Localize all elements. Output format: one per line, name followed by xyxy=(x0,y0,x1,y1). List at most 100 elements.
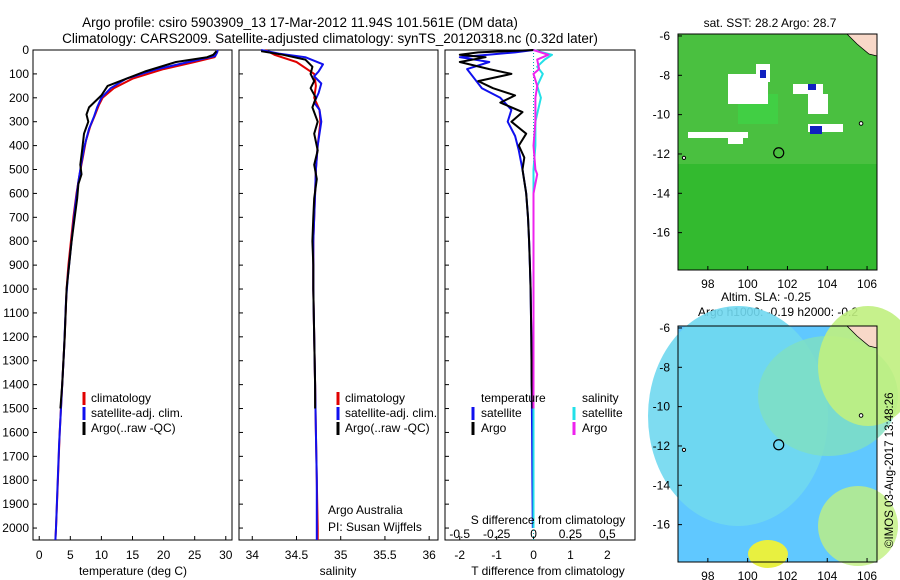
depth-tick-label: 1100 xyxy=(3,306,29,320)
depth-tick-label: 600 xyxy=(9,186,29,200)
salinity-xlabel: salinity xyxy=(320,564,357,578)
legend-title-temperature: temperature xyxy=(481,391,546,405)
lon-tick-label: 104 xyxy=(817,277,837,291)
legend-label-satellite: satellite-adj. clim. xyxy=(91,406,183,420)
series-line-climatology xyxy=(54,49,219,541)
lon-tick-label: 98 xyxy=(701,569,715,580)
x-tick-label: 15 xyxy=(126,548,140,562)
depth-axis: 0 100 200 300 400 500 600 700 800 900 1000 1100 1200… xyxy=(2,43,449,535)
series-line-argo-raw-qc- xyxy=(260,50,319,409)
series-line-t-argo xyxy=(458,49,534,409)
salinity-panel xyxy=(238,49,439,541)
x-tick-label: 0 xyxy=(530,548,537,562)
lon-tick-label: 100 xyxy=(738,277,758,291)
title-line-2: Climatology: CARS2009. Satellite-adjuste… xyxy=(62,31,598,46)
temperature-chart: 0 5 10 15 20 25 30 xyxy=(36,49,233,562)
depth-tick-label: 1200 xyxy=(2,330,29,344)
lon-tick-label: 106 xyxy=(857,277,877,291)
depth-tick-label: 500 xyxy=(9,163,29,177)
lat-tick-label: -6 xyxy=(659,321,670,335)
series-line-t-satellite xyxy=(458,49,534,529)
x-tick-label: 1 xyxy=(567,548,574,562)
x-tick-label: 10 xyxy=(95,548,109,562)
map-field-patch xyxy=(678,164,877,270)
institution-note: Argo Australia xyxy=(328,503,403,517)
x-tick-label: 0 xyxy=(36,548,43,562)
map-frame xyxy=(677,33,878,271)
lon-tick-label: 102 xyxy=(777,277,797,291)
difference-xlabel-salinity: S difference from climatology xyxy=(471,513,626,527)
x-tick-label: -1 xyxy=(491,548,502,562)
series-line-satellite-adj-clim- xyxy=(54,49,219,541)
depth-tick-label: 1500 xyxy=(2,402,29,416)
x-tick-label: 34.5 xyxy=(285,548,309,562)
lat-tick-label: -16 xyxy=(653,226,671,240)
sla-high-region xyxy=(818,306,900,426)
lat-tick-label: -12 xyxy=(653,439,671,453)
argo-float-marker xyxy=(773,439,785,451)
lat-tick-label: -14 xyxy=(653,186,671,200)
x2-tick-label: -0.5 xyxy=(449,527,470,541)
credit-text: ©IMOS 03-Aug-2017 13:48:26 xyxy=(884,392,896,548)
salinity-chart: 34 34.5 35 35.5 36 xyxy=(246,49,436,562)
island-marker xyxy=(681,155,687,160)
depth-tick-label: 2000 xyxy=(2,521,29,535)
map-frame xyxy=(677,325,878,563)
cold-patch xyxy=(810,126,822,134)
legend-label-t-argo: Argo xyxy=(481,421,507,435)
x2-tick-label: 0.5 xyxy=(599,527,616,541)
cloud-mask xyxy=(808,94,828,114)
salinity-legend: climatology satellite-adj. clim. Argo(..… xyxy=(336,391,437,435)
cloud-mask xyxy=(688,132,748,138)
depth-tick-label: 1800 xyxy=(2,473,29,487)
lon-tick-label: 100 xyxy=(738,569,758,580)
lon-tick-label: 106 xyxy=(857,569,877,580)
x-tick-label: 36 xyxy=(422,548,436,562)
x-tick-label: -2 xyxy=(454,548,465,562)
x-tick-label: 2 xyxy=(604,548,611,562)
x2-tick-label: -0.25 xyxy=(483,527,511,541)
series-line-climatology xyxy=(265,49,322,540)
series-line-s-argo xyxy=(532,49,550,409)
cold-patch xyxy=(808,84,816,90)
difference-xlabel: T difference from climatology xyxy=(471,564,625,578)
sla-map: -6 -8 -10 -12 -14 -16 98 100 102 104 106 xyxy=(648,306,900,580)
series-line-argo-raw-qc- xyxy=(59,50,218,409)
x2-tick-label: 0.25 xyxy=(559,527,583,541)
sla-high-region xyxy=(818,486,898,566)
legend-label-argo: Argo(..raw -QC) xyxy=(91,421,176,435)
lat-tick-label: -14 xyxy=(653,478,671,492)
lat-tick-label: -16 xyxy=(653,518,671,532)
lat-tick-label: -10 xyxy=(653,108,671,122)
sst-map-title: sat. SST: 28.2 Argo: 28.7 xyxy=(704,16,837,30)
depth-tick-label: 100 xyxy=(9,67,29,81)
depth-tick-label: 1300 xyxy=(2,354,29,368)
x-tick-label: 5 xyxy=(67,548,74,562)
island-marker xyxy=(858,413,864,418)
x-tick-label: 35 xyxy=(334,548,348,562)
lat-tick-label: -10 xyxy=(653,400,671,414)
depth-tick-label: 0 xyxy=(22,43,29,57)
legend-label-climatology: climatology xyxy=(345,391,405,405)
depth-tick-label: 900 xyxy=(9,258,29,272)
legend-label-t-satellite: satellite xyxy=(481,406,522,420)
difference-legend: temperature salinity satellite Argo sate… xyxy=(471,391,623,435)
x-tick-label: 35.5 xyxy=(373,548,397,562)
pi-note: PI: Susan Wijffels xyxy=(328,520,422,534)
depth-tick-label: 800 xyxy=(9,234,29,248)
lat-tick-label: -8 xyxy=(659,360,670,374)
lon-tick-label: 104 xyxy=(817,569,837,580)
depth-tick-label: 1400 xyxy=(2,378,29,392)
legend-title-salinity: salinity xyxy=(582,391,619,405)
x-tick-label: 25 xyxy=(188,548,202,562)
legend-label-s-argo: Argo xyxy=(582,421,608,435)
depth-tick-label: 1000 xyxy=(2,282,29,296)
cloud-mask xyxy=(728,134,743,144)
legend-label-satellite: satellite-adj. clim. xyxy=(345,406,437,420)
x-tick-label: 34 xyxy=(246,548,260,562)
temperature-panel xyxy=(32,49,233,541)
title-line-1: Argo profile: csiro 5903909_13 17-Mar-20… xyxy=(82,15,518,30)
island-marker xyxy=(681,447,687,452)
